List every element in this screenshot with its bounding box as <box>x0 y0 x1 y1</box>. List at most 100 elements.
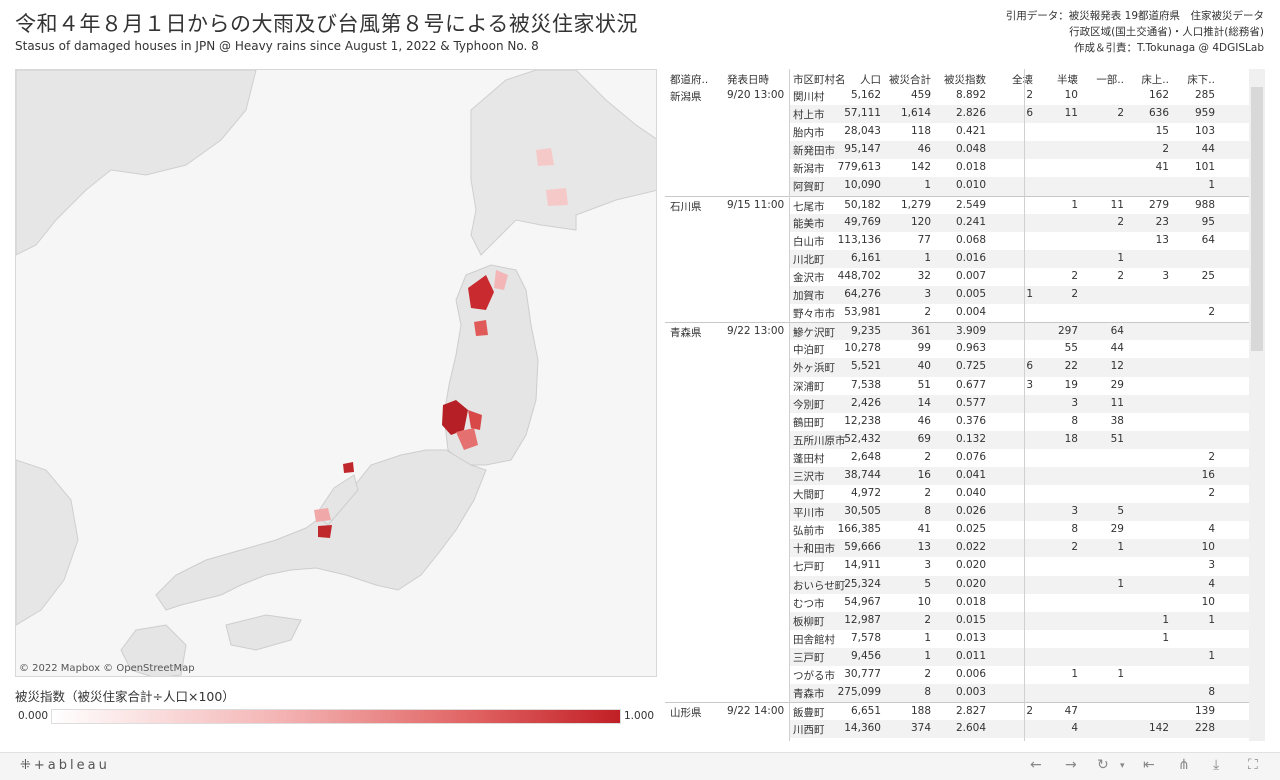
index-cell[interactable]: 0.725 <box>955 360 986 373</box>
index-cell[interactable]: 0.025 <box>955 523 986 536</box>
population-cell[interactable]: 2,426 <box>850 396 881 409</box>
below-floor-cell[interactable]: 25 <box>1201 269 1215 282</box>
index-cell[interactable]: 2.826 <box>955 107 986 120</box>
niigata-damage[interactable] <box>442 400 468 435</box>
table-row[interactable]: 川北町 6,161 1 0.016 1 <box>665 249 1249 268</box>
half-destroyed-cell[interactable]: 1 <box>1071 668 1078 680</box>
below-floor-cell[interactable]: 4 <box>1208 577 1215 590</box>
partial-cell[interactable]: 11 <box>1110 198 1124 211</box>
total-cell[interactable]: 14 <box>917 396 931 409</box>
table-row[interactable]: 石川県 9/15 11:00 七尾市 50,182 1,279 2.549 1 11 279 98… <box>665 195 1249 214</box>
population-cell[interactable]: 9,235 <box>850 325 881 338</box>
index-cell[interactable]: 0.020 <box>955 559 986 572</box>
full-destroyed-cell[interactable]: 6 <box>1026 360 1033 373</box>
index-cell[interactable]: 0.421 <box>955 125 986 138</box>
table-row[interactable]: 鶴田町 12,238 46 0.376 8 38 <box>665 413 1249 431</box>
col-header-half-destroyed[interactable]: 半壊 <box>1057 74 1078 86</box>
population-cell[interactable]: 2,648 <box>850 450 881 463</box>
table-row[interactable]: 田舎館村 7,578 1 0.013 1 <box>665 630 1249 648</box>
aomori-damage[interactable] <box>474 320 488 336</box>
table-row[interactable]: 三沢市 38,744 16 0.041 16 <box>665 466 1249 486</box>
population-cell[interactable]: 59,666 <box>844 541 881 554</box>
index-cell[interactable]: 0.006 <box>955 668 986 680</box>
partial-cell[interactable]: 12 <box>1110 360 1124 373</box>
index-cell[interactable]: 0.011 <box>955 649 986 662</box>
population-cell[interactable]: 12,238 <box>844 414 881 427</box>
below-floor-cell[interactable]: 16 <box>1201 468 1215 481</box>
population-cell[interactable]: 14,911 <box>844 559 881 572</box>
total-cell[interactable]: 3 <box>924 559 931 572</box>
total-cell[interactable]: 46 <box>917 414 931 427</box>
date-cell[interactable]: 9/20 13:00 <box>727 89 785 101</box>
municipality-cell[interactable]: 弘前市 <box>793 525 825 538</box>
undo-icon[interactable]: ← <box>1030 757 1042 773</box>
above-floor-cell[interactable]: 1 <box>1162 613 1169 626</box>
total-cell[interactable]: 120 <box>910 215 931 228</box>
tableau-logo[interactable]: ⁜+ableau <box>20 758 110 773</box>
municipality-cell[interactable]: 能美市 <box>793 217 825 230</box>
population-cell[interactable]: 7,538 <box>850 378 881 391</box>
below-floor-cell[interactable]: 959 <box>1194 107 1215 120</box>
municipality-cell[interactable]: 野々市市 <box>793 308 835 321</box>
table-row[interactable]: 川西町 14,360 374 2.604 4 142 228 <box>665 720 1249 739</box>
total-cell[interactable]: 188 <box>910 705 931 718</box>
municipality-cell[interactable]: 白山市 <box>793 235 825 248</box>
municipality-cell[interactable]: 鶴田町 <box>793 416 825 429</box>
index-cell[interactable]: 8.892 <box>955 89 986 101</box>
above-floor-cell[interactable]: 3 <box>1162 269 1169 282</box>
below-floor-cell[interactable]: 10 <box>1201 541 1215 554</box>
below-floor-cell[interactable]: 285 <box>1194 89 1215 101</box>
index-cell[interactable]: 2.604 <box>955 722 986 735</box>
hokkaido-damage[interactable] <box>536 148 554 166</box>
total-cell[interactable]: 1,614 <box>900 107 931 120</box>
below-floor-cell[interactable]: 44 <box>1201 143 1215 156</box>
index-cell[interactable]: 0.963 <box>955 342 986 355</box>
index-cell[interactable]: 0.076 <box>955 450 986 463</box>
index-cell[interactable]: 0.132 <box>955 432 986 445</box>
index-cell[interactable]: 3.909 <box>955 325 986 338</box>
table-row[interactable]: 平川市 30,505 8 0.026 3 5 <box>665 503 1249 522</box>
table-row[interactable]: 蓬田村 2,648 2 0.076 2 <box>665 449 1249 467</box>
table-row[interactable]: 村上市 57,111 1,614 2.826 6 11 2 636 959 <box>665 105 1249 124</box>
table-row[interactable]: 野々市市 53,981 2 0.004 2 <box>665 304 1249 322</box>
col-header-municipality[interactable]: 市区町村名 <box>793 74 846 86</box>
index-cell[interactable]: 0.026 <box>955 505 986 518</box>
partial-cell[interactable]: 2 <box>1117 215 1124 228</box>
index-cell[interactable]: 0.048 <box>955 143 986 156</box>
population-cell[interactable]: 5,521 <box>850 360 881 373</box>
partial-cell[interactable]: 64 <box>1110 325 1124 338</box>
total-cell[interactable]: 1 <box>924 179 931 192</box>
full-destroyed-cell[interactable]: 3 <box>1026 378 1033 391</box>
below-floor-cell[interactable]: 101 <box>1194 161 1215 174</box>
total-cell[interactable]: 99 <box>917 342 931 355</box>
hokkaido-damage[interactable] <box>546 188 568 206</box>
total-cell[interactable]: 2 <box>924 613 931 626</box>
full-destroyed-cell[interactable]: 1 <box>1026 288 1033 301</box>
municipality-cell[interactable]: 今別町 <box>793 398 825 411</box>
full-destroyed-cell[interactable]: 2 <box>1026 705 1033 718</box>
below-floor-cell[interactable]: 95 <box>1201 215 1215 228</box>
index-cell[interactable]: 0.376 <box>955 414 986 427</box>
total-cell[interactable]: 32 <box>917 269 931 282</box>
municipality-cell[interactable]: 平川市 <box>793 507 825 520</box>
total-cell[interactable]: 374 <box>910 722 931 735</box>
table-row[interactable]: 新潟県 9/20 13:00 関川村 5,162 459 8.892 2 10 162 285 <box>665 87 1249 105</box>
index-cell[interactable]: 0.577 <box>955 396 986 409</box>
population-cell[interactable]: 5,162 <box>850 89 881 101</box>
index-cell[interactable]: 0.022 <box>955 541 986 554</box>
below-floor-cell[interactable]: 2 <box>1208 450 1215 463</box>
ishikawa-damage[interactable] <box>343 462 354 473</box>
map-attribution[interactable]: © 2022 Mapbox © OpenStreetMap <box>19 663 195 674</box>
prefecture-cell[interactable]: 青森県 <box>670 327 702 340</box>
population-cell[interactable]: 448,702 <box>837 269 881 282</box>
population-cell[interactable]: 64,276 <box>844 288 881 301</box>
half-destroyed-cell[interactable]: 10 <box>1064 89 1078 101</box>
index-cell[interactable]: 0.241 <box>955 215 986 228</box>
municipality-cell[interactable]: 七戸町 <box>793 561 825 574</box>
index-cell[interactable]: 2.827 <box>955 705 986 718</box>
total-cell[interactable]: 69 <box>917 432 931 445</box>
below-floor-cell[interactable]: 103 <box>1194 125 1215 138</box>
municipality-cell[interactable]: 五所川原市 <box>793 434 846 447</box>
total-cell[interactable]: 1 <box>924 251 931 264</box>
download-icon[interactable]: ⤓ <box>1213 757 1220 773</box>
